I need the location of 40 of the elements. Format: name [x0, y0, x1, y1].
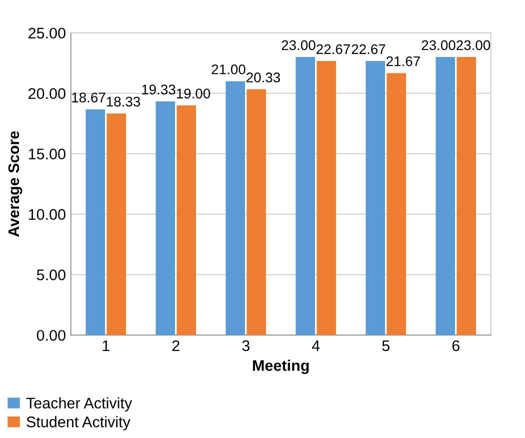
x-tick-label: 2: [172, 340, 180, 352]
y-tick-label: 5.00: [36, 269, 66, 280]
data-label: 23.00: [282, 40, 316, 50]
y-tick-label: 0.00: [36, 330, 66, 341]
bar: [106, 113, 126, 336]
y-axis-title: Average Score: [8, 131, 22, 237]
bar: [296, 57, 316, 336]
data-label: 23.00: [422, 40, 456, 50]
x-axis-title: Meeting: [253, 360, 309, 374]
bar: [366, 61, 386, 336]
y-tick-label: 15.00: [28, 148, 66, 160]
data-label: 20.33: [246, 72, 280, 82]
data-label: 22.67: [352, 44, 386, 54]
data-label: 19.00: [176, 88, 210, 98]
bar: [176, 105, 196, 336]
x-tick-label: 4: [312, 340, 320, 352]
x-tick-label: 1: [102, 340, 110, 352]
bar: [246, 89, 266, 336]
x-tick-label: 3: [242, 340, 250, 352]
y-tick-label: 10.00: [28, 209, 66, 220]
bar: [386, 73, 406, 336]
data-label: 18.33: [106, 96, 140, 107]
bar: [226, 81, 246, 336]
data-label: 23.00: [456, 40, 490, 50]
bar: [436, 57, 456, 336]
data-label: 21.67: [386, 56, 420, 66]
bar: [456, 57, 476, 336]
y-tick-label: 25.00: [28, 28, 66, 39]
bar: [86, 109, 106, 336]
data-label: 18.67: [72, 92, 106, 102]
data-label: 22.67: [316, 44, 350, 54]
data-label: 19.33: [142, 84, 176, 94]
data-label: 21.00: [212, 64, 246, 74]
bar: [316, 61, 336, 336]
legend-label: Teacher Activity: [26, 397, 132, 412]
x-tick-label: 5: [382, 340, 390, 352]
x-tick-label: 6: [452, 340, 460, 352]
y-tick-label: 20.00: [28, 88, 66, 99]
bar: [156, 101, 176, 336]
legend-label: Student Activity: [26, 416, 130, 430]
